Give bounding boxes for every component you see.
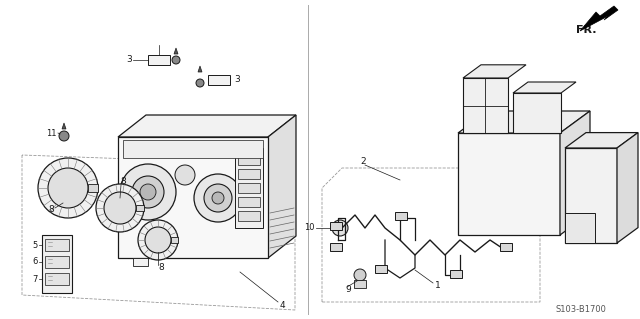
Polygon shape [617, 133, 638, 243]
Circle shape [38, 158, 98, 218]
Bar [500, 243, 512, 251]
Circle shape [354, 269, 366, 281]
Text: 4: 4 [280, 300, 285, 309]
Polygon shape [560, 111, 590, 235]
Text: 11: 11 [47, 129, 57, 137]
Bar [565, 213, 595, 243]
Text: 8: 8 [158, 263, 164, 272]
Bar [208, 75, 230, 85]
Polygon shape [62, 123, 66, 129]
Text: 5: 5 [33, 241, 38, 249]
Polygon shape [565, 133, 638, 148]
Bar [45, 273, 69, 285]
Text: 3: 3 [126, 56, 132, 64]
Bar [375, 265, 387, 273]
Bar [148, 55, 170, 65]
Bar [463, 78, 508, 133]
Polygon shape [268, 115, 296, 258]
Bar [330, 222, 342, 230]
Bar [238, 211, 260, 221]
Circle shape [48, 168, 88, 208]
Bar [238, 197, 260, 207]
Polygon shape [118, 115, 296, 137]
Bar [235, 148, 263, 228]
Circle shape [172, 56, 180, 64]
Polygon shape [458, 111, 590, 133]
Text: FR.: FR. [576, 25, 596, 35]
Bar [238, 183, 260, 193]
Text: 8: 8 [120, 177, 125, 187]
Bar [238, 155, 260, 165]
Circle shape [204, 184, 232, 212]
Circle shape [59, 131, 69, 141]
Bar [123, 140, 263, 158]
Circle shape [332, 220, 348, 236]
Circle shape [175, 165, 195, 185]
Circle shape [138, 220, 178, 260]
Bar [133, 258, 148, 266]
Text: S103-B1700: S103-B1700 [555, 306, 606, 315]
Circle shape [132, 176, 164, 208]
Bar [88, 184, 98, 192]
Polygon shape [463, 65, 526, 78]
Circle shape [96, 184, 144, 232]
Bar [45, 256, 69, 268]
Circle shape [194, 174, 242, 222]
Text: 8: 8 [48, 205, 54, 214]
Bar [118, 137, 268, 258]
Circle shape [140, 184, 156, 200]
Bar [458, 133, 560, 235]
Bar [171, 237, 178, 243]
Bar [450, 270, 462, 278]
Bar [42, 235, 72, 293]
Bar [45, 239, 69, 251]
Circle shape [212, 192, 224, 204]
Polygon shape [198, 66, 202, 72]
Bar [354, 280, 366, 288]
Bar [395, 212, 407, 220]
Text: 2: 2 [360, 158, 365, 167]
Text: 6: 6 [33, 257, 38, 266]
Text: 10: 10 [305, 224, 315, 233]
Polygon shape [174, 48, 178, 54]
Circle shape [145, 227, 171, 253]
Bar [136, 205, 144, 211]
Polygon shape [580, 6, 618, 31]
Circle shape [104, 192, 136, 224]
Text: 1: 1 [435, 281, 441, 291]
Polygon shape [513, 82, 576, 93]
Text: 3: 3 [234, 76, 240, 85]
Text: 9: 9 [345, 286, 351, 294]
Bar [565, 148, 617, 243]
Circle shape [120, 164, 176, 220]
Text: 7: 7 [33, 275, 38, 284]
Circle shape [196, 79, 204, 87]
Bar [238, 169, 260, 179]
Bar [513, 93, 561, 133]
Bar [330, 243, 342, 251]
